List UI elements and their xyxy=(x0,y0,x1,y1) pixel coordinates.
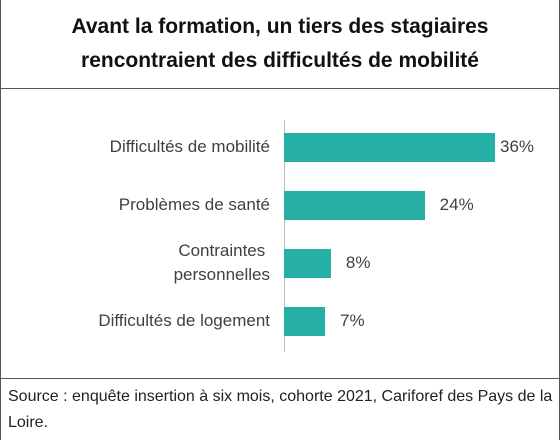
value-label: 24% xyxy=(439,195,474,214)
category-label: Difficultés de logement xyxy=(98,311,270,330)
divider xyxy=(0,378,560,379)
chart-title: Avant la formation, un tiers des stagiai… xyxy=(71,15,489,72)
bar xyxy=(284,132,495,162)
axis-line xyxy=(284,120,285,352)
value-label: 8% xyxy=(345,253,371,272)
category-label: Contraintes personnelles xyxy=(173,241,270,284)
bar xyxy=(284,306,326,336)
value-label: 7% xyxy=(340,311,365,330)
bar xyxy=(284,248,331,278)
source-note: Source : enquête insertion à six mois, c… xyxy=(8,388,553,431)
category-label: Problèmes de santé xyxy=(118,195,270,214)
bar xyxy=(284,190,425,220)
value-label: 36% xyxy=(500,137,535,156)
divider xyxy=(0,88,560,89)
category-label: Difficultés de mobilité xyxy=(109,137,270,156)
